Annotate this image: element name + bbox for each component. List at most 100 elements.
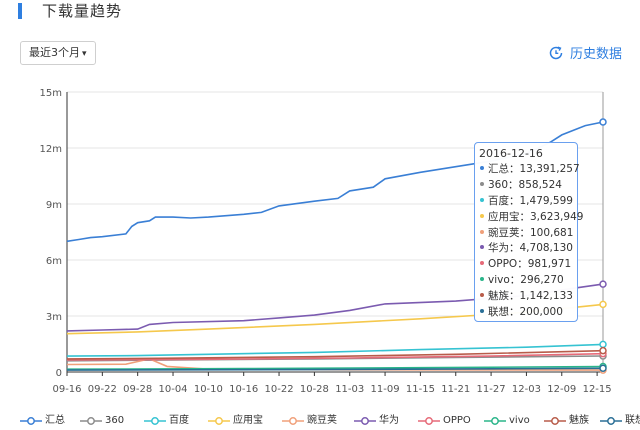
tooltip-series-name: 百度	[488, 194, 509, 207]
tooltip-value: 13,391,257	[519, 163, 580, 175]
legend-label: 联想	[625, 415, 640, 426]
y-tick-label: 0	[56, 368, 62, 379]
legend-item[interactable]: 360	[80, 412, 124, 430]
x-tick-label: 09-28	[123, 384, 152, 395]
x-tick-label: 10-16	[229, 384, 258, 395]
x-tick-label: 10-22	[265, 384, 294, 395]
legend-item[interactable]: 魅族	[544, 412, 589, 430]
x-tick-label: 10-10	[194, 384, 223, 395]
x-tick-label: 11-09	[371, 384, 400, 395]
tooltip-series-name: 豌豆荚	[488, 226, 520, 239]
legend-item[interactable]: 汇总	[20, 412, 65, 430]
series-endpoint-marker	[599, 364, 607, 373]
history-data-button[interactable]: 历史数据	[548, 43, 622, 62]
x-tick-label: 12-09	[547, 384, 576, 395]
legend-label: 华为	[379, 415, 399, 426]
tooltip-row: 华为：4,708,130	[479, 241, 577, 257]
tooltip-separator: ：	[519, 226, 531, 239]
legend-line-icon	[544, 417, 566, 425]
legend-line-icon	[354, 417, 376, 425]
y-tick-label: 3m	[46, 312, 62, 323]
tooltip-value: 1,479,599	[519, 194, 573, 207]
tooltip-series-name: vivo	[488, 274, 510, 287]
tooltip-separator: ：	[509, 274, 521, 287]
x-tick-label: 12-03	[512, 384, 541, 395]
series-line	[66, 343, 604, 357]
series-endpoint-marker	[599, 118, 607, 126]
series-dot-icon	[480, 166, 484, 170]
tooltip-row: 魅族：1,142,133	[479, 289, 577, 305]
tooltip-separator: ：	[509, 194, 520, 207]
legend-item[interactable]: 豌豆荚	[282, 412, 337, 430]
legend-label: OPPO	[443, 415, 471, 426]
series-dot-icon	[480, 245, 484, 250]
history-data-label: 历史数据	[570, 47, 623, 62]
legend-line-icon	[208, 417, 230, 425]
legend-item[interactable]: vivo	[484, 412, 530, 430]
series-endpoint-marker	[599, 346, 607, 355]
tooltip-value: 4,708,130	[519, 242, 573, 255]
legend-item[interactable]: OPPO	[418, 412, 471, 430]
legend-item[interactable]: 华为	[354, 412, 399, 430]
tooltip-value: 858,524	[518, 178, 562, 191]
legend-item[interactable]: 应用宝	[208, 412, 263, 430]
tooltip-row: 百度：1,479,599	[479, 194, 577, 210]
series-dot-icon	[480, 309, 484, 314]
x-tick-label: 11-27	[477, 384, 506, 395]
chart-tooltip: 2016-12-16 汇总：13,391,257 360：858,524 百度：1,…	[474, 142, 583, 322]
tooltip-separator: ：	[509, 242, 520, 255]
legend-label: vivo	[509, 415, 530, 426]
legend-label: 百度	[169, 415, 189, 426]
tooltip-value: 200,000	[519, 306, 563, 319]
tooltip-row: 联想：200,000	[479, 305, 577, 321]
series-line	[66, 349, 604, 360]
tooltip-separator: ：	[509, 306, 520, 319]
tooltip-separator: ：	[508, 178, 519, 191]
legend-label: 魅族	[569, 415, 589, 426]
series-dot-icon	[480, 277, 484, 282]
tooltip-value: 1,142,133	[519, 290, 573, 303]
legend-line-icon	[80, 417, 102, 425]
series-line	[66, 365, 604, 370]
tooltip-series-name: 华为	[488, 242, 509, 255]
legend-label: 豌豆荚	[307, 415, 337, 426]
x-tick-label: 11-21	[441, 384, 470, 395]
legend-line-icon	[282, 417, 304, 425]
series-dot-icon	[480, 229, 484, 234]
x-tick-label: 09-22	[88, 384, 117, 395]
tooltip-value: 100,681	[530, 226, 574, 239]
time-range-select[interactable]: 最近3个月 ▾	[20, 41, 96, 65]
section-title: 下载量趋势	[42, 2, 123, 20]
tooltip-series-name: 汇总	[488, 163, 509, 175]
tooltip-row: 豌豆荚：100,681	[479, 226, 577, 242]
legend-item[interactable]: 百度	[144, 412, 189, 430]
series-line	[66, 367, 604, 371]
time-range-label: 最近3个月	[29, 46, 80, 59]
tooltip-value: 981,971	[527, 258, 572, 271]
tooltip-series-name: 魅族	[488, 290, 509, 303]
refresh-clock-icon	[549, 46, 563, 60]
tooltip-row: vivo：296,270	[479, 273, 577, 289]
series-dot-icon	[480, 181, 484, 186]
x-tick-label: 11-03	[335, 384, 364, 395]
chart-legend: 汇总 360 百度 应用宝 豌豆荚 华为 OPPO vivo 魅族 联想	[0, 412, 640, 430]
legend-line-icon	[418, 417, 440, 425]
series-endpoint-marker	[599, 280, 607, 288]
series-endpoint-marker	[599, 300, 607, 309]
tooltip-series-name: 联想	[488, 306, 509, 319]
x-tick-label: 10-04	[158, 384, 187, 395]
caret-down-icon: ▾	[82, 49, 87, 59]
legend-label: 360	[105, 415, 125, 426]
legend-line-icon	[600, 417, 622, 425]
tooltip-value: 3,623,949	[530, 210, 584, 223]
tooltip-row: 应用宝：3,623,949	[479, 210, 583, 226]
y-tick-label: 6m	[46, 256, 62, 267]
x-tick-label: 12-15	[583, 384, 612, 395]
title-accent-bar	[18, 3, 22, 19]
tooltip-series-name: 360	[488, 178, 509, 191]
legend-line-icon	[20, 417, 42, 425]
legend-item[interactable]: 联想	[600, 412, 640, 430]
tooltip-separator: ：	[517, 258, 528, 271]
series-dot-icon	[480, 293, 484, 298]
legend-line-icon	[484, 417, 506, 425]
